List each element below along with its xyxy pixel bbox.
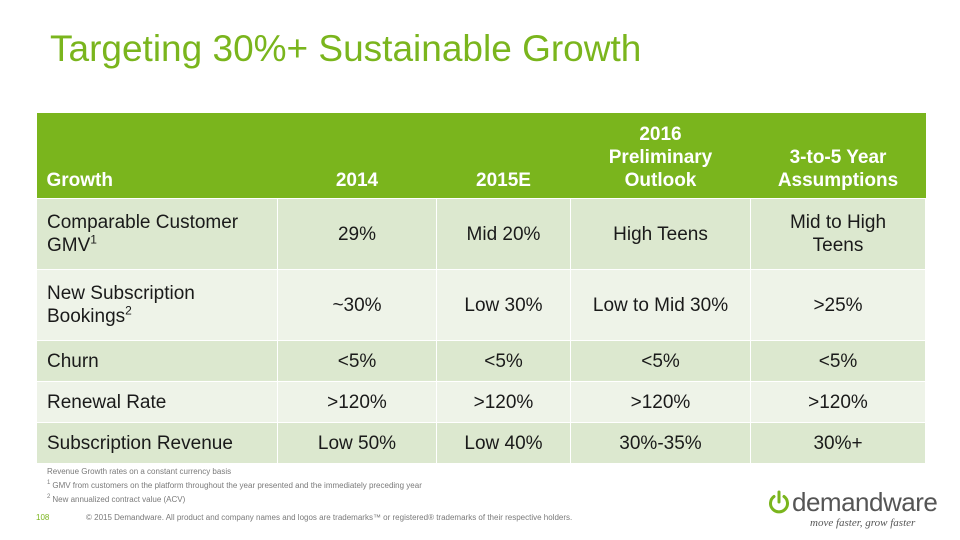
table-cell: <5%: [570, 340, 751, 382]
table-row: New Subscription Bookings2 ~30% Low 30% L…: [36, 269, 926, 341]
page-number: 108: [36, 513, 50, 522]
footnote-1: 1 GMV from customers on the platform thro…: [47, 480, 422, 490]
table-row: Subscription Revenue Low 50% Low 40% 30%…: [36, 422, 926, 464]
row-label-renewal-rate: Renewal Rate: [36, 381, 278, 423]
table-cell: <5%: [750, 340, 926, 382]
row-label-comparable-customer-gmv: Comparable Customer GMV1: [36, 198, 278, 270]
table-cell: >120%: [436, 381, 571, 423]
footnote-marker: 2: [125, 303, 132, 318]
footnotes: Revenue Growth rates on a constant curre…: [47, 465, 422, 507]
column-header-2016-outlook: 2016 Preliminary Outlook: [570, 113, 751, 199]
table-cell: 30%-35%: [570, 422, 751, 464]
table-row: Renewal Rate >120% >120% >120% >120%: [36, 381, 926, 423]
row-label-churn: Churn: [36, 340, 278, 382]
footnote-2: 2 New annualized contract value (ACV): [47, 494, 186, 504]
table-cell: >120%: [750, 381, 926, 423]
table-header-row: Growth 2014 2015E 2016 Preliminary Outlook…: [36, 113, 926, 199]
column-header-2015e: 2015E: [436, 113, 571, 199]
table-row: Churn <5% <5% <5% <5%: [36, 340, 926, 382]
table-row: Comparable Customer GMV1 29% Mid 20% High…: [36, 198, 926, 270]
column-header-2014: 2014: [277, 113, 437, 199]
table-cell: <5%: [436, 340, 571, 382]
row-label-new-subscription-bookings: New Subscription Bookings2: [36, 269, 278, 341]
table-cell: ~30%: [277, 269, 437, 341]
power-icon: [769, 490, 789, 514]
table-cell: >120%: [570, 381, 751, 423]
logo-tagline: move faster, grow faster: [810, 517, 916, 529]
table-cell: High Teens: [570, 198, 751, 270]
row-label-subscription-revenue: Subscription Revenue: [36, 422, 278, 464]
table-cell: Low 50%: [277, 422, 437, 464]
demandware-logo: demandware move faster, grow faster: [766, 487, 938, 532]
table-cell: Low 30%: [436, 269, 571, 341]
column-header-3-to-5-year: 3-to-5 Year Assumptions: [750, 113, 926, 199]
table-cell: Low to Mid 30%: [570, 269, 751, 341]
table-cell: 29%: [277, 198, 437, 270]
table-cell: Mid 20%: [436, 198, 571, 270]
table-cell: Low 40%: [436, 422, 571, 464]
table-cell: <5%: [277, 340, 437, 382]
table-cell: >120%: [277, 381, 437, 423]
table-cell: 30%+: [750, 422, 926, 464]
table-cell: >25%: [750, 269, 926, 341]
logo-wordmark: demandware: [792, 487, 938, 517]
note-currency: Revenue Growth rates on a constant curre…: [47, 467, 232, 476]
column-header-growth: Growth: [36, 113, 278, 199]
table-cell: Mid to High Teens: [750, 198, 926, 270]
footnote-marker: 1: [90, 232, 97, 247]
growth-table: Growth 2014 2015E 2016 Preliminary Outlook…: [36, 113, 926, 464]
page-title: Targeting 30%+ Sustainable Growth: [50, 28, 642, 69]
copyright-text: © 2015 Demandware. All product and compa…: [86, 513, 573, 522]
